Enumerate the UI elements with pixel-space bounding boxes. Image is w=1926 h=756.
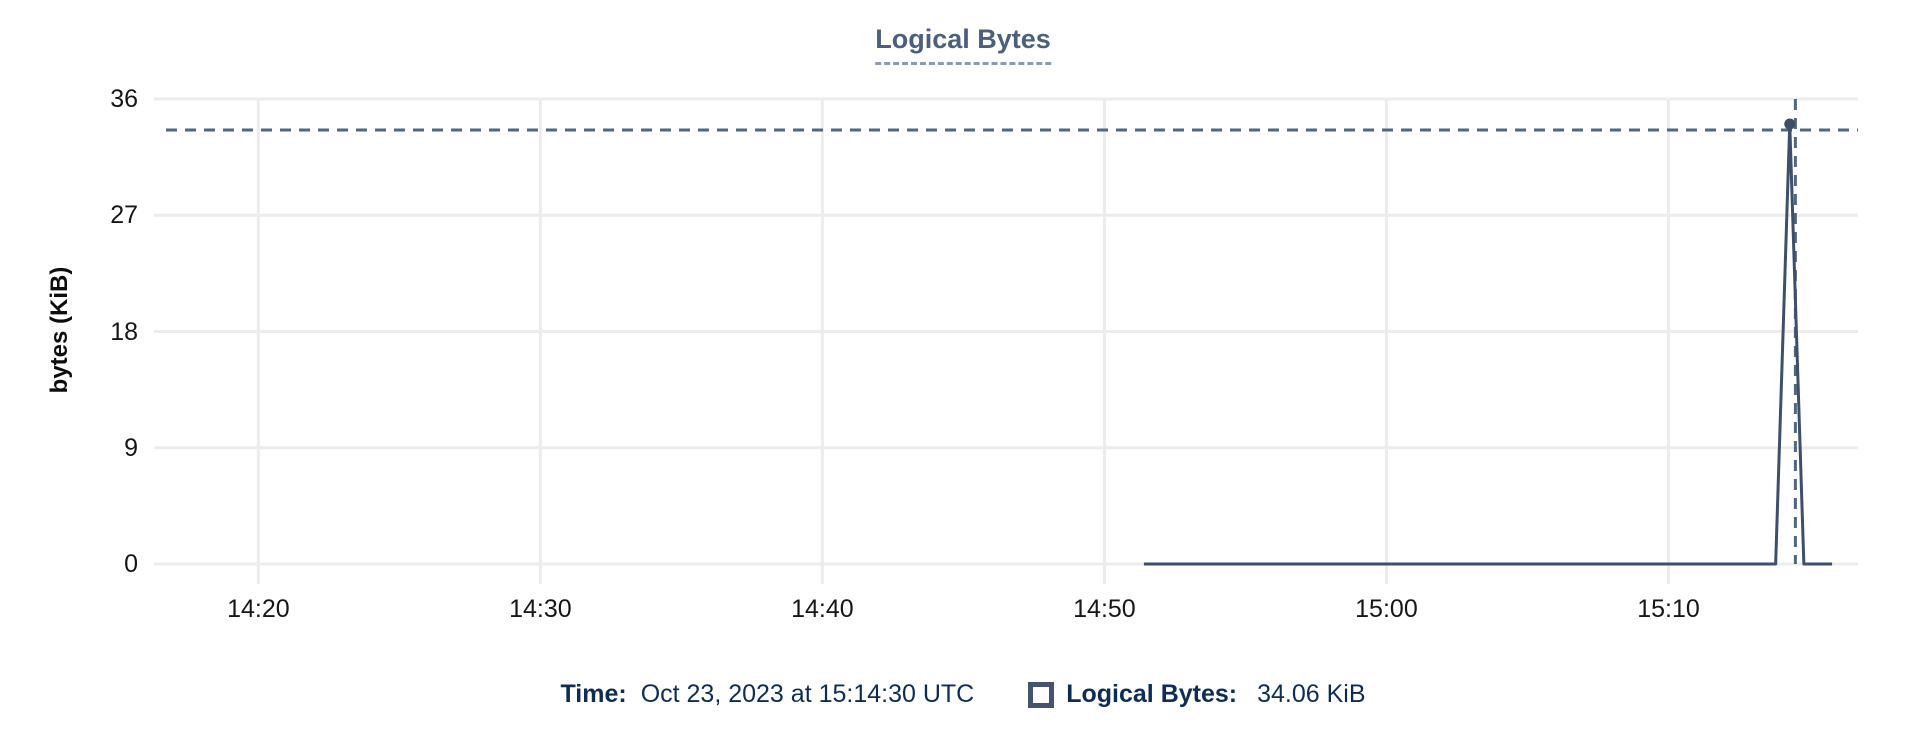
y-axis-tick-label: 9	[124, 433, 138, 462]
tooltip-series-value: 34.06 KiB	[1257, 680, 1366, 708]
y-axis-tick-label: 0	[124, 550, 138, 578]
x-axis-tick-label: 14:20	[227, 595, 290, 623]
series-swatch-icon	[1028, 681, 1055, 708]
tooltip-time-label: Time:	[560, 680, 627, 708]
x-axis-tick-label: 15:10	[1637, 595, 1700, 623]
x-axis-tick-label: 15:00	[1355, 595, 1418, 623]
x-axis-tick-label: 14:30	[509, 595, 572, 623]
chart-title[interactable]: Logical Bytes	[875, 24, 1051, 65]
x-axis-tick-label: 14:50	[1073, 595, 1136, 623]
data-point-marker[interactable]	[1784, 118, 1796, 130]
y-axis-tick-label: 36	[110, 85, 138, 113]
tooltip-time-value: Oct 23, 2023 at 15:14:30 UTC	[640, 680, 975, 708]
x-axis-tick-label: 14:40	[791, 595, 854, 623]
series-line	[1143, 122, 1833, 566]
y-axis-tick-label: 27	[110, 201, 138, 230]
tooltip-series-label: Logical Bytes:	[1066, 680, 1238, 708]
y-axis-tick-label: 18	[110, 317, 138, 346]
tooltip-legend: Time: Oct 23, 2023 at 15:14:30 UTC Logic…	[0, 680, 1926, 709]
